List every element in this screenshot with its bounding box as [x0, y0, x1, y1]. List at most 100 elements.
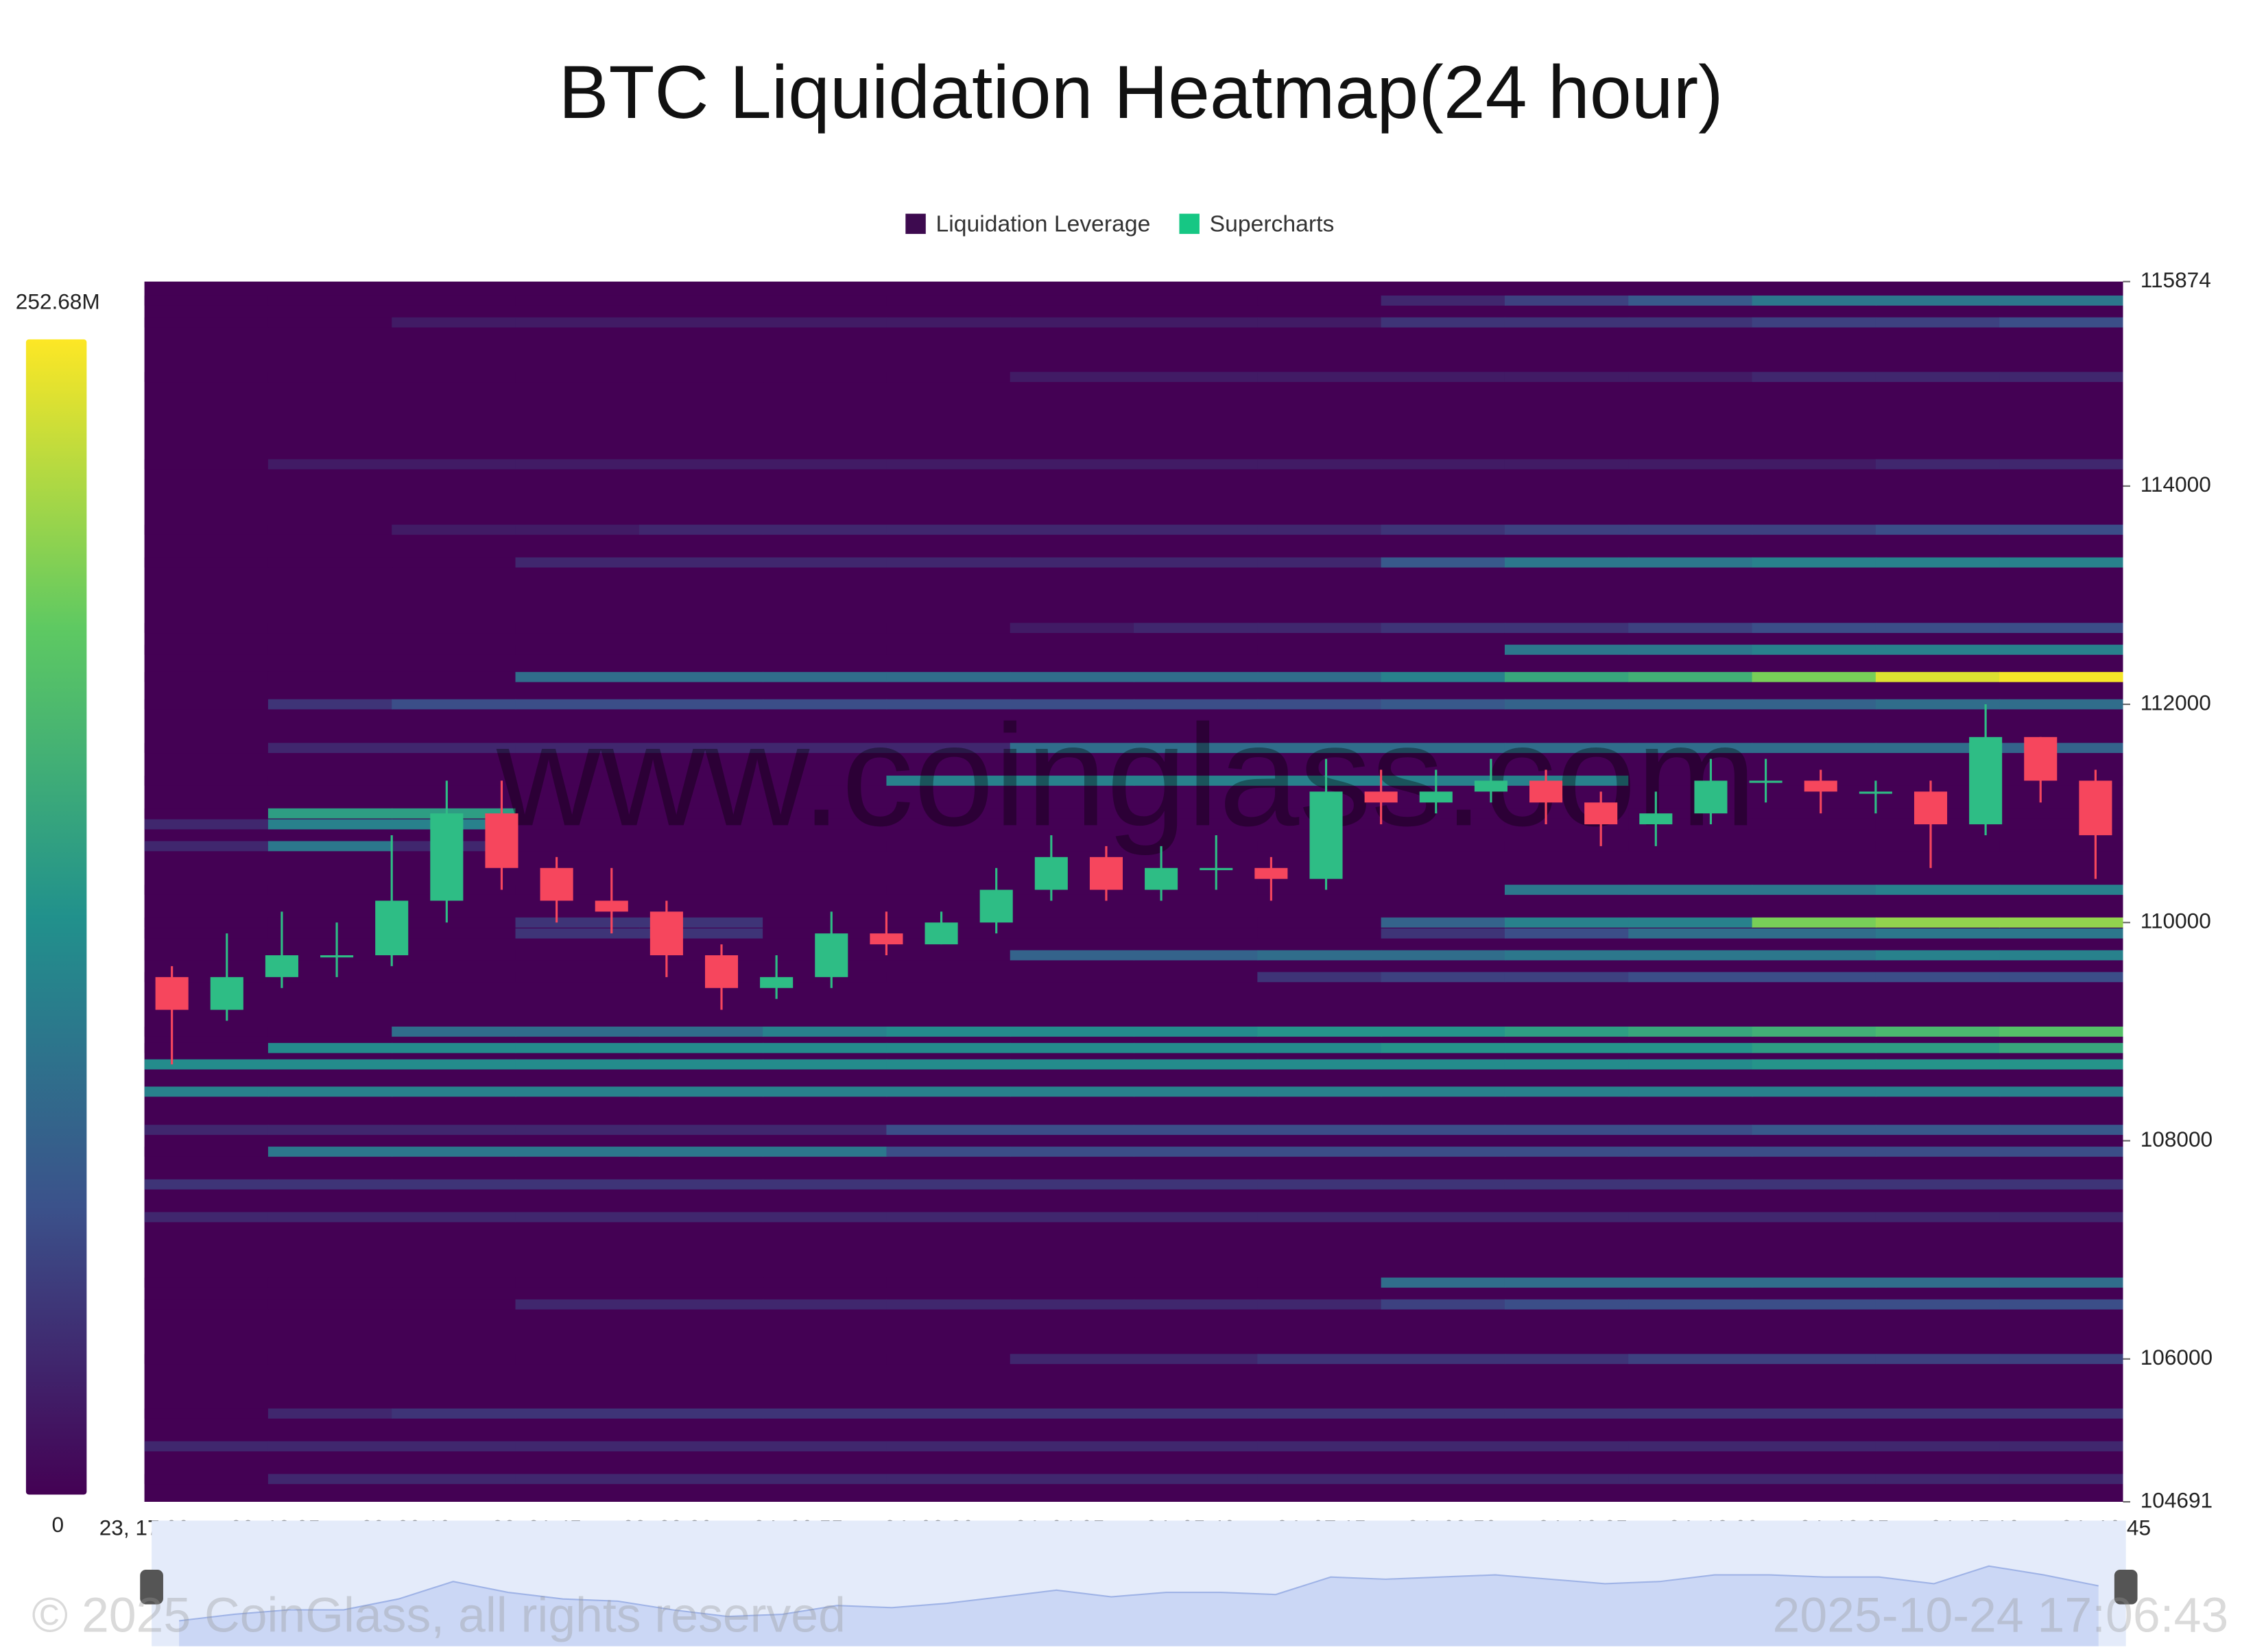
heat-cell: [1134, 743, 1259, 754]
heat-cell: [1628, 1441, 1753, 1452]
heat-cell: [515, 950, 640, 961]
heat-cell: [1999, 1059, 2123, 1070]
heat-cell: [763, 885, 887, 895]
heat-cell: [1504, 950, 1630, 961]
heat-cell: [144, 841, 269, 852]
heat-cell: [267, 699, 393, 710]
heat-cell: [1381, 317, 1506, 328]
heat-cell: [1381, 671, 1506, 682]
heat-cell: [1257, 776, 1382, 786]
colorbar-max: 252.68M: [16, 289, 100, 314]
heat-cell: [515, 372, 640, 383]
heat-cell: [1381, 1179, 1506, 1190]
heat-cell: [639, 776, 764, 786]
heat-cell: [1999, 1441, 2123, 1452]
heat-cell: [1257, 1474, 1382, 1485]
heat-cell: [1381, 557, 1506, 568]
heat-cell: [886, 808, 1011, 819]
heat-cell: [1010, 1179, 1135, 1190]
heat-cell: [1628, 295, 1753, 306]
candle-body: [210, 977, 243, 1010]
heat-cell: [1134, 1125, 1259, 1135]
heat-cell: [1134, 1277, 1259, 1288]
y-tick-label: 114000: [2141, 472, 2211, 496]
heat-cell: [267, 1125, 393, 1135]
heat-cell: [1504, 1059, 1630, 1070]
heat-cell: [1752, 372, 1876, 383]
heat-cell: [1752, 1408, 1876, 1419]
heat-cell: [639, 317, 764, 328]
heat-cell: [1875, 295, 2001, 306]
heat-cell: [1381, 525, 1506, 535]
heat-cell: [1134, 699, 1259, 710]
heat-cell: [267, 885, 393, 895]
heat-cell: [886, 1179, 1011, 1190]
heat-cell: [267, 623, 393, 634]
heat-cell: [1257, 623, 1382, 634]
heat-cell: [1875, 972, 2001, 983]
heat-cell: [763, 1299, 887, 1310]
heat-cell: [1628, 1408, 1753, 1419]
heat-cell: [886, 1027, 1011, 1037]
heat-cell: [886, 525, 1011, 535]
heat-cell: [1504, 317, 1630, 328]
heat-cell: [639, 1354, 764, 1365]
heat-cell: [1752, 1086, 1876, 1097]
heat-cell: [1999, 885, 2123, 895]
heat-cell: [1381, 1474, 1506, 1485]
heat-cell: [639, 645, 764, 655]
heat-cell: [515, 1125, 640, 1135]
heat-cell: [886, 743, 1011, 754]
heat-cell: [1628, 671, 1753, 682]
heat-cell: [144, 1086, 269, 1097]
navigator-handle[interactable]: [140, 1569, 163, 1605]
heat-cell: [1875, 776, 2001, 786]
heat-cell: [1134, 841, 1259, 852]
heat-cell: [1999, 317, 2123, 328]
heat-cell: [1628, 1277, 1753, 1288]
heat-cell: [1999, 295, 2123, 306]
heat-cell: [1257, 1212, 1382, 1223]
heat-cell: [1257, 317, 1382, 328]
heat-cell: [267, 459, 393, 470]
heat-cell: [763, 623, 887, 634]
candle-body: [704, 955, 739, 988]
heat-cell: [1752, 1147, 1876, 1157]
heat-cell: [392, 317, 516, 328]
heat-cell: [1010, 743, 1135, 754]
heat-cell: [1504, 525, 1630, 535]
candle-body: [1859, 791, 1892, 794]
heat-cell: [1381, 372, 1506, 383]
heat-cell: [1381, 917, 1506, 928]
heat-cell: [886, 1212, 1011, 1223]
heat-cell: [515, 623, 640, 634]
legend: Liquidation Leverage Supercharts: [905, 211, 1334, 237]
heat-cell: [763, 1027, 887, 1037]
heat-cell: [1875, 1212, 2001, 1223]
heat-cell: [763, 1059, 887, 1070]
heat-cell: [763, 841, 887, 852]
candle-body: [540, 867, 573, 901]
heat-cell: [1257, 699, 1382, 710]
heat-cell: [1875, 841, 2001, 852]
heat-cell: [639, 841, 764, 852]
heat-cell: [763, 928, 887, 939]
heat-cell: [267, 917, 393, 928]
heat-cell: [1999, 1179, 2123, 1190]
heat-cell: [144, 1299, 269, 1310]
heat-cell: [392, 928, 516, 939]
navigator-series: [178, 1565, 2099, 1647]
heat-cell: [763, 819, 887, 830]
heat-cell: [1134, 1474, 1259, 1485]
heat-cell: [639, 819, 764, 830]
heat-cell: [1381, 623, 1506, 634]
navigator-handle[interactable]: [2114, 1569, 2138, 1605]
heat-cell: [515, 1212, 640, 1223]
candle-body: [2024, 737, 2058, 781]
heat-cell: [1381, 819, 1506, 830]
heat-cell: [1257, 1179, 1382, 1190]
heat-cell: [144, 819, 269, 830]
heat-cell: [886, 1125, 1011, 1135]
heat-cell: [515, 525, 640, 535]
heat-cell: [267, 1354, 393, 1365]
